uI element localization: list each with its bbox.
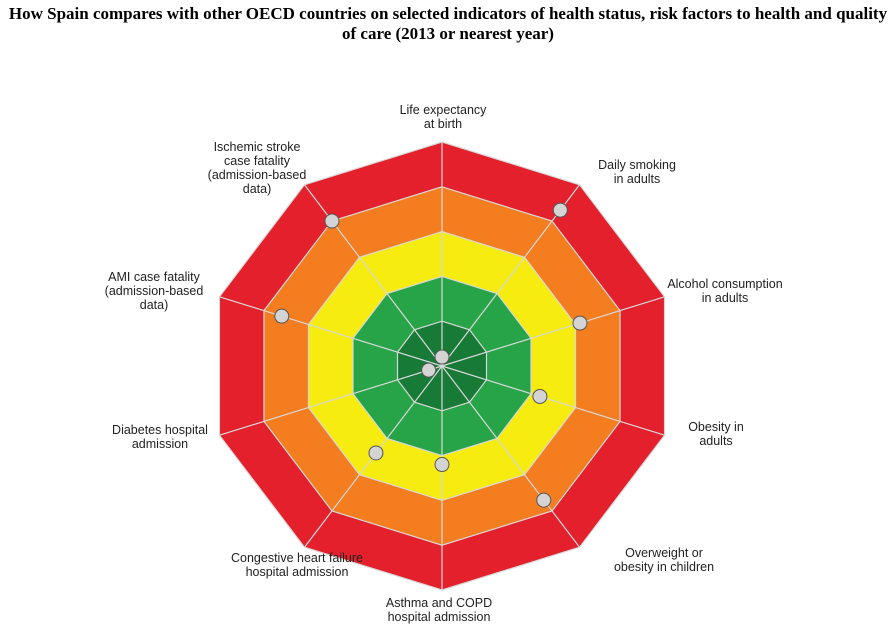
axis-label: Asthma and COPD hospital admission: [385, 596, 493, 624]
axis-spoke: [219, 365, 443, 436]
axis-label: Alcohol consumption in adults: [667, 277, 783, 305]
axis-label: Daily smoking in adults: [598, 158, 676, 186]
axis-spoke: [441, 365, 665, 436]
axis-label: Obesity in adults: [688, 420, 744, 448]
data-point: [552, 202, 568, 218]
axis-label: AMI case fatality (admission-based data): [104, 270, 204, 312]
data-point: [572, 315, 588, 331]
axis-label: Congestive heart failure hospital admiss…: [230, 551, 364, 579]
data-point: [434, 349, 450, 365]
axis-spoke: [441, 365, 581, 548]
data-point: [274, 308, 290, 324]
data-point: [532, 388, 548, 404]
axis-label: Overweight or obesity in children: [613, 546, 715, 574]
data-point: [536, 492, 552, 508]
axis-label: Diabetes hospital admission: [112, 423, 208, 451]
data-point: [434, 457, 450, 473]
chart-title: How Spain compares with other OECD count…: [8, 4, 888, 43]
data-point: [421, 362, 437, 378]
data-point: [368, 445, 384, 461]
axis-spoke: [303, 184, 443, 367]
axis-label: Ischemic stroke case fatality (admission…: [207, 140, 307, 196]
data-point: [324, 213, 340, 229]
axis-label: Life expectancy at birth: [399, 103, 487, 131]
axis-spoke: [441, 296, 665, 367]
axis-spoke: [219, 296, 443, 367]
